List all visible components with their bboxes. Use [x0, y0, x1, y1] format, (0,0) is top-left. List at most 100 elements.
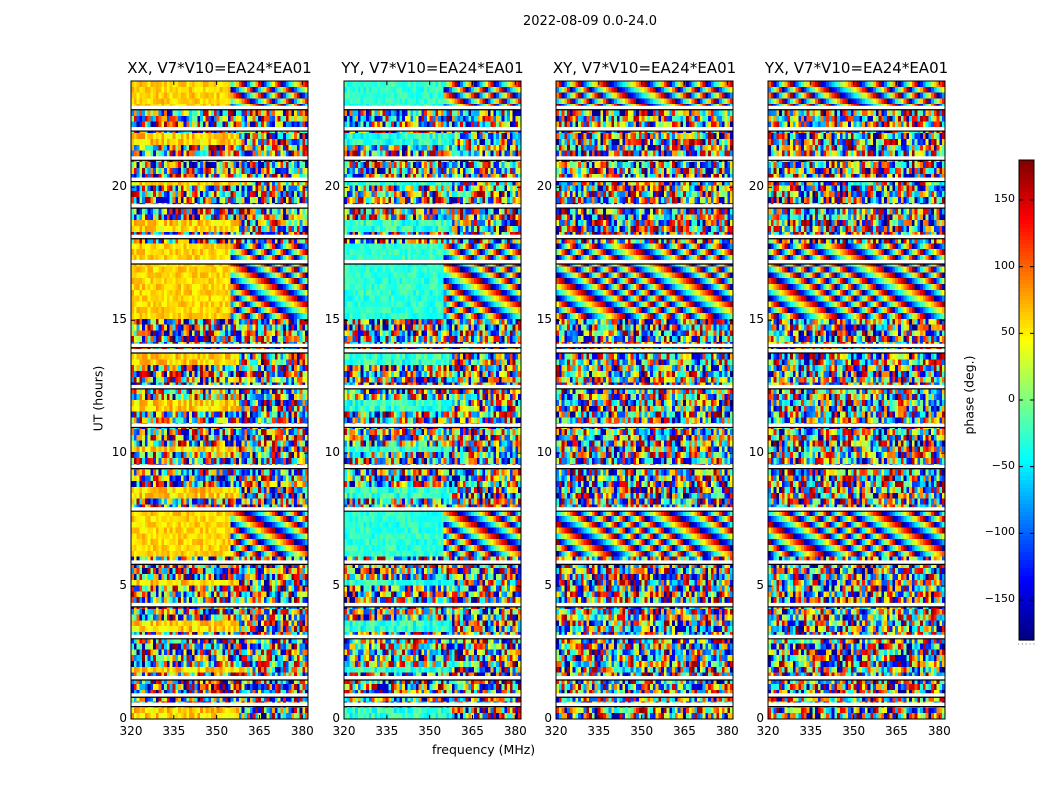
colorbar-segment — [1019, 404, 1034, 409]
y-tick-label: 10 — [324, 445, 340, 460]
x-tick-label: 335 — [162, 724, 186, 738]
colorbar-segment — [1019, 488, 1034, 493]
colorbar-segment — [1019, 464, 1034, 469]
y-tick-label: 10 — [536, 445, 552, 460]
colorbar-segment — [1019, 248, 1034, 253]
colorbar-segment — [1019, 544, 1034, 549]
x-tick-label: 350 — [205, 724, 229, 738]
y-tick-label: 0 — [119, 711, 127, 725]
flagged-row — [344, 127, 521, 131]
x-tick-label: 350 — [418, 724, 442, 738]
flagged-row — [768, 602, 945, 607]
colorbar-segment — [1019, 344, 1034, 349]
flagged-row — [768, 384, 945, 389]
colorbar-segment — [1019, 416, 1034, 421]
colorbar-tick-label: −50 — [991, 458, 1015, 472]
flagged-row — [768, 507, 945, 511]
y-tick-label: 20 — [111, 179, 127, 194]
flagged-row — [344, 384, 521, 389]
flagged-row — [768, 693, 945, 697]
colorbar-segment — [1019, 496, 1034, 501]
colorbar-segment — [1019, 200, 1034, 205]
flagged-row — [556, 156, 733, 160]
flagged-row — [556, 384, 733, 389]
colorbar-segment — [1019, 400, 1034, 405]
flagged-row — [556, 234, 733, 239]
colorbar-segment — [1019, 192, 1034, 197]
colorbar-segment — [1019, 540, 1034, 545]
panel-frame-2 — [555, 80, 734, 720]
colorbar-segment — [1019, 576, 1034, 581]
panel-title-0: XX, V7*V10=EA24*EA01 — [127, 59, 312, 77]
colorbar-segment — [1019, 424, 1034, 429]
flagged-row — [344, 156, 521, 160]
colorbar-segment — [1019, 508, 1034, 513]
colorbar-segment — [1019, 580, 1034, 585]
y-tick-label: 20 — [748, 179, 764, 194]
colorbar-segment — [1019, 224, 1034, 229]
y-tick-label: 0 — [544, 711, 552, 725]
y-tick-label: 5 — [544, 578, 552, 593]
x-tick-label: 320 — [332, 724, 356, 738]
x-axis-label: frequency (MHz) — [432, 742, 536, 757]
flagged-row — [344, 675, 521, 680]
flagged-row — [556, 507, 733, 511]
panel-frame-0 — [130, 80, 309, 720]
colorbar-segment — [1019, 412, 1034, 417]
colorbar-segment — [1019, 536, 1034, 541]
y-tick-label: 20 — [324, 179, 340, 194]
flagged-row — [556, 204, 733, 208]
colorbar-segment — [1019, 596, 1034, 601]
flagged-row — [344, 177, 521, 182]
y-tick-label: 15 — [324, 312, 340, 327]
colorbar-segment — [1019, 492, 1034, 497]
flagged-row — [344, 343, 521, 348]
colorbar-segment — [1019, 300, 1034, 305]
colorbar-segment — [1019, 184, 1034, 189]
y-tick-label: 5 — [756, 578, 764, 593]
colorbar-segment — [1019, 636, 1034, 641]
flagged-row — [344, 349, 521, 353]
flagged-row — [768, 259, 945, 264]
y-tick-label: 15 — [536, 312, 552, 327]
flagged-row — [556, 349, 733, 353]
colorbar-segment — [1019, 624, 1034, 629]
x-tick-label: 365 — [248, 724, 271, 738]
flagged-row — [131, 156, 308, 160]
colorbar-tick-label: 100 — [994, 258, 1015, 272]
colorbar-segment — [1019, 364, 1034, 369]
colorbar-segment — [1019, 324, 1034, 329]
colorbar-segment — [1019, 564, 1034, 569]
colorbar-segment — [1019, 380, 1034, 385]
colorbar-segment — [1019, 304, 1034, 309]
flagged-row — [768, 464, 945, 469]
colorbar-segment — [1019, 252, 1034, 257]
colorbar-segment — [1019, 212, 1034, 217]
x-tick-label: 320 — [544, 724, 568, 738]
colorbar-segment — [1019, 460, 1034, 465]
flagged-row — [556, 105, 733, 110]
colorbar-segment — [1019, 408, 1034, 413]
colorbar-segment — [1019, 332, 1034, 337]
colorbar-segment — [1019, 512, 1034, 517]
phase-heatmap-3 — [768, 81, 945, 719]
colorbar-segment — [1019, 548, 1034, 553]
flagged-row — [344, 423, 521, 428]
y-tick-label: 0 — [756, 711, 764, 725]
flagged-row — [556, 634, 733, 639]
x-tick-label: 365 — [885, 724, 908, 738]
flagged-row — [344, 634, 521, 639]
colorbar-segment — [1019, 308, 1034, 313]
colorbar-segment — [1019, 372, 1034, 377]
flagged-row — [556, 602, 733, 607]
x-tick-label: 380 — [715, 724, 739, 738]
colorbar-segment — [1019, 472, 1034, 477]
colorbar-segment — [1019, 448, 1034, 453]
y-tick-label: 20 — [536, 179, 552, 194]
flagged-row — [131, 560, 308, 564]
phase-heatmap-1 — [344, 81, 521, 719]
colorbar-segment — [1019, 368, 1034, 373]
flagged-row — [768, 343, 945, 348]
flagged-row — [131, 507, 308, 511]
